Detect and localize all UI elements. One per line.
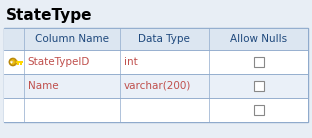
Bar [20, 63, 22, 64]
Text: int: int [124, 57, 137, 67]
Text: ✯: ✯ [10, 57, 18, 67]
Text: Name: Name [28, 81, 58, 91]
Bar [4, 98, 308, 122]
Bar [4, 28, 308, 50]
Bar [254, 57, 264, 67]
Circle shape [10, 60, 13, 63]
Circle shape [9, 59, 17, 66]
Text: StateTypeID: StateTypeID [28, 57, 90, 67]
Bar [254, 105, 264, 115]
Text: Column Name: Column Name [35, 34, 109, 44]
Text: StateType: StateType [6, 8, 92, 23]
Text: varchar(200): varchar(200) [124, 81, 191, 91]
Bar [17, 63, 19, 65]
Bar [0, 0, 312, 28]
Text: Data Type: Data Type [139, 34, 190, 44]
Bar [16, 61, 23, 63]
Bar [4, 74, 308, 98]
Bar [254, 81, 264, 91]
Bar [4, 50, 308, 74]
Text: Allow Nulls: Allow Nulls [230, 34, 287, 44]
Bar [4, 28, 308, 122]
